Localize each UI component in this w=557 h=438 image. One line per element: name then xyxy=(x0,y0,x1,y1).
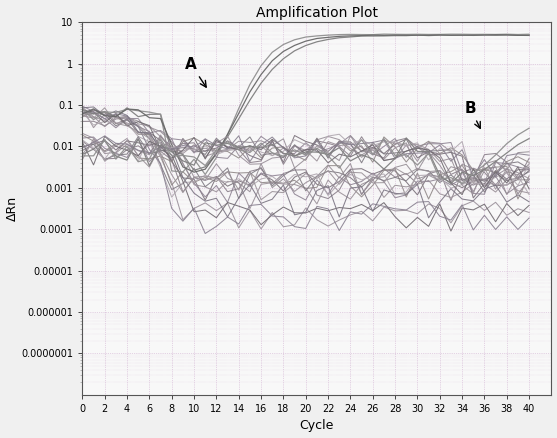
Title: Amplification Plot: Amplification Plot xyxy=(256,6,378,20)
Text: B: B xyxy=(465,101,480,128)
X-axis label: Cycle: Cycle xyxy=(300,420,334,432)
Y-axis label: ΔRn: ΔRn xyxy=(6,196,18,221)
Text: A: A xyxy=(185,57,206,87)
